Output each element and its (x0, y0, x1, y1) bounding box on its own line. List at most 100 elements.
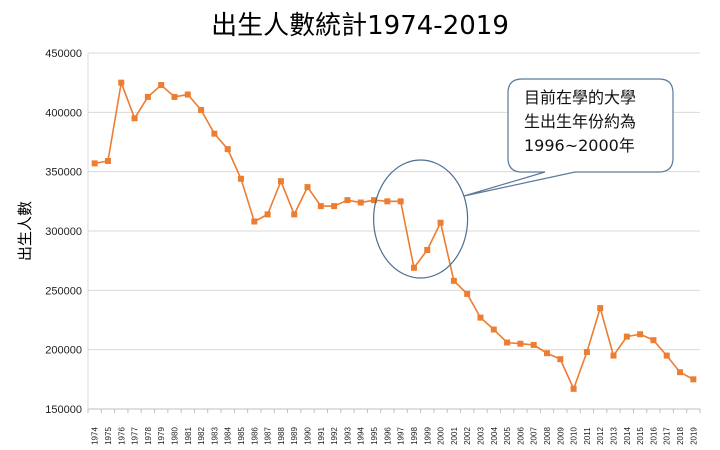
x-tick-1974: 1974 (91, 427, 100, 445)
x-tick-1999: 1999 (423, 427, 432, 445)
data-point-1981 (184, 91, 191, 98)
x-tick-1980: 1980 (170, 427, 179, 445)
data-point-2010 (570, 385, 577, 392)
x-tick-2006: 2006 (516, 427, 525, 445)
y-tick-300000: 300000 (45, 226, 82, 238)
x-tick-1987: 1987 (264, 427, 273, 445)
x-tick-1989: 1989 (290, 427, 299, 445)
x-tick-2005: 2005 (503, 427, 512, 445)
x-tick-1988: 1988 (277, 427, 286, 445)
x-tick-2001: 2001 (450, 427, 459, 445)
x-tick-1982: 1982 (197, 427, 206, 445)
x-tick-1997: 1997 (397, 427, 406, 445)
highlight-ellipse (373, 159, 469, 279)
x-tick-2013: 2013 (610, 427, 619, 445)
x-tick-2017: 2017 (663, 427, 672, 445)
x-tick-2000: 2000 (437, 427, 446, 445)
data-point-2015 (637, 331, 644, 338)
series-markers (91, 79, 697, 392)
data-point-1976 (118, 79, 125, 86)
x-tick-1979: 1979 (157, 427, 166, 445)
data-point-1991 (317, 203, 324, 210)
x-tick-1976: 1976 (117, 427, 126, 445)
data-point-1986 (251, 218, 258, 225)
x-tick-1981: 1981 (184, 427, 193, 445)
data-point-2011 (583, 349, 590, 356)
series-line (94, 79, 694, 391)
data-point-1998 (410, 264, 417, 271)
x-tick-1977: 1977 (131, 427, 140, 445)
data-point-2006 (517, 340, 524, 347)
data-point-1978 (144, 93, 151, 100)
x-tick-1990: 1990 (304, 427, 313, 445)
data-point-2007 (530, 341, 537, 348)
x-tick-2003: 2003 (476, 427, 485, 445)
series-polyline (94, 79, 694, 391)
x-tick-1998: 1998 (410, 427, 419, 445)
x-tick-1986: 1986 (250, 427, 259, 445)
x-tick-2009: 2009 (556, 427, 565, 445)
x-tick-1984: 1984 (224, 427, 233, 445)
data-point-2008 (544, 350, 550, 357)
callout-box (463, 78, 674, 197)
x-tick-2012: 2012 (596, 427, 605, 445)
data-point-1977 (131, 115, 138, 122)
x-tick-1978: 1978 (144, 427, 153, 445)
callout-text-line-1: 目前在學的大學 (524, 88, 636, 107)
data-point-1996 (384, 198, 391, 205)
data-point-2014 (623, 333, 630, 340)
x-tick-2007: 2007 (530, 427, 539, 445)
x-tick-2004: 2004 (490, 427, 499, 445)
data-point-1975 (104, 157, 111, 164)
data-point-1997 (397, 198, 404, 205)
data-point-2000 (437, 219, 444, 226)
y-tick-150000: 150000 (45, 404, 82, 416)
x-tick-1983: 1983 (210, 427, 219, 445)
data-point-1990 (304, 184, 311, 191)
x-tick-1995: 1995 (370, 427, 379, 445)
x-tick-2008: 2008 (543, 427, 552, 445)
data-point-1988 (277, 178, 284, 185)
x-tick-2016: 2016 (649, 427, 658, 445)
data-point-2018 (677, 369, 684, 376)
data-point-1974 (91, 160, 98, 167)
x-tick-2014: 2014 (623, 427, 632, 445)
x-tick-2015: 2015 (636, 427, 645, 445)
data-point-2016 (650, 337, 657, 344)
data-point-1999 (424, 246, 431, 253)
data-point-1980 (171, 93, 178, 100)
data-point-1985 (238, 175, 244, 182)
y-tick-350000: 350000 (45, 167, 82, 179)
data-point-1993 (344, 197, 351, 204)
callout-text-line-2: 生出生年份約為 (524, 112, 636, 131)
data-point-2009 (557, 356, 564, 363)
y-tick-labels: 150000 200000 250000 300000 350000 400000 4500… (45, 48, 82, 416)
x-tick-1985: 1985 (237, 427, 246, 445)
y-tick-250000: 250000 (45, 285, 82, 297)
data-point-2002 (464, 290, 471, 297)
data-point-1989 (291, 211, 298, 218)
data-point-1987 (264, 211, 271, 218)
data-point-1994 (357, 199, 364, 206)
data-point-2012 (597, 305, 604, 312)
x-tick-2002: 2002 (463, 427, 472, 445)
data-point-1992 (331, 203, 338, 210)
data-point-2017 (663, 352, 670, 359)
data-point-2001 (450, 277, 457, 284)
x-tick-2011: 2011 (583, 427, 592, 445)
y-tick-200000: 200000 (45, 345, 82, 357)
chart-title: 出生人數統計1974-2019 (211, 11, 509, 41)
x-tick-1993: 1993 (343, 427, 352, 445)
callout-text-line-3: 1996~2000年 (524, 136, 635, 155)
x-tick-1975: 1975 (104, 427, 113, 445)
data-point-1982 (198, 106, 205, 113)
x-tick-2018: 2018 (676, 427, 685, 445)
annotation: 目前在學的大學 生出生年份約為 1996~2000年 (373, 78, 674, 279)
data-point-1983 (211, 130, 218, 137)
x-tick-2010: 2010 (570, 427, 579, 445)
y-axis-label: 出生人數 (16, 201, 34, 261)
y-tick-400000: 400000 (45, 107, 82, 119)
x-tick-1996: 1996 (383, 427, 392, 445)
